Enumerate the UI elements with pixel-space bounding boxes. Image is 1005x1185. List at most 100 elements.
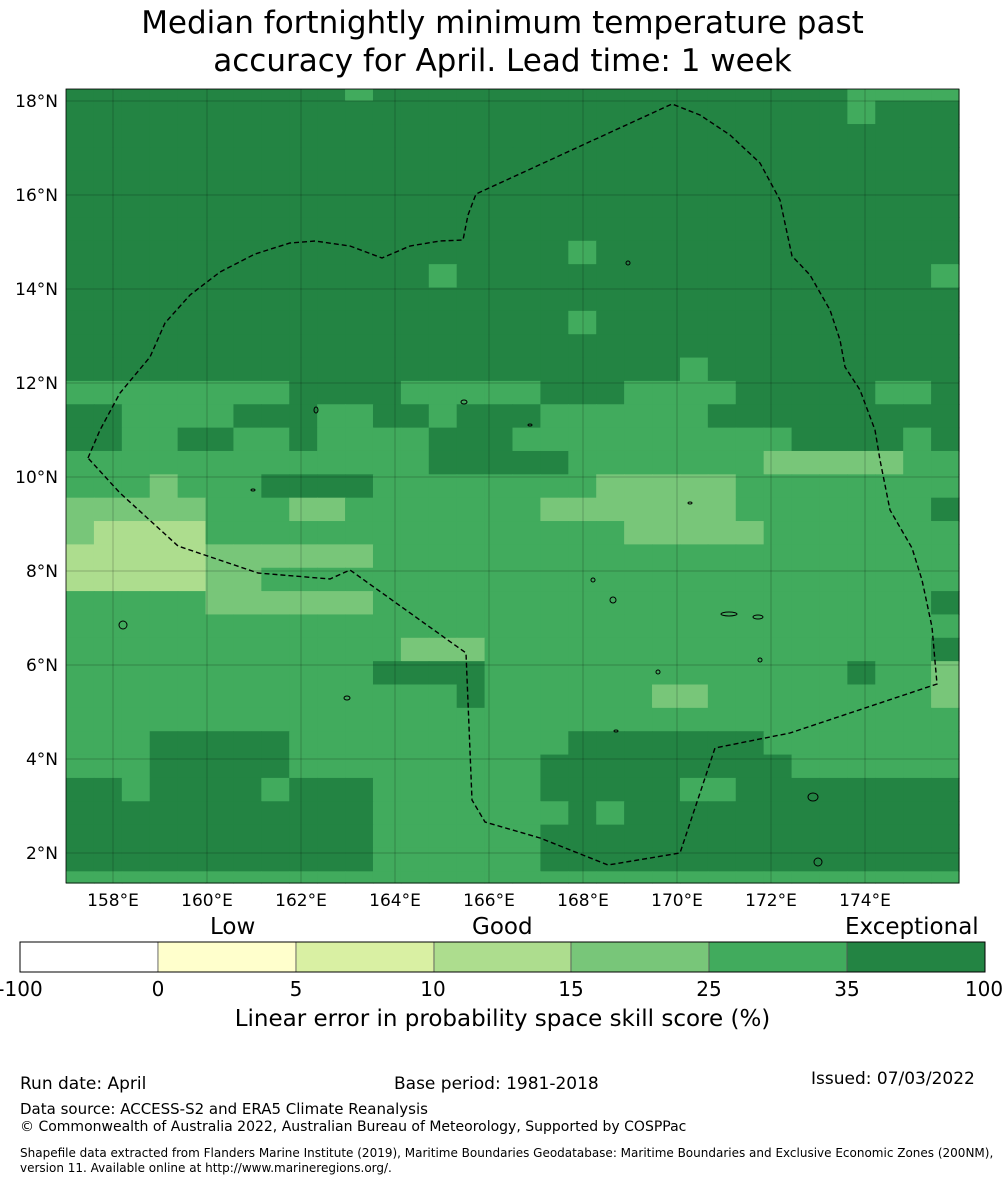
grid-cell (875, 404, 904, 429)
grid-cell (791, 824, 821, 849)
grid-cell (847, 661, 876, 686)
grid-cell (540, 731, 569, 756)
grid-cell (819, 380, 848, 405)
grid-cell (400, 89, 430, 102)
colorbar-label: Linear error in probability space skill … (234, 1006, 771, 1032)
grid-cell (484, 614, 514, 639)
grid-cell (540, 754, 569, 779)
grid-cell (512, 124, 542, 148)
grid-cell (93, 614, 123, 639)
grid-cell (540, 124, 569, 148)
grid-cell (512, 450, 542, 475)
grid-cell (233, 147, 262, 172)
grid-cell (512, 310, 542, 335)
grid-cell (66, 404, 95, 429)
grid-cell (568, 89, 597, 102)
grid-cell (484, 147, 514, 172)
grid-cell (428, 147, 458, 172)
grid-cell (177, 170, 207, 195)
grid-cell (205, 801, 235, 826)
grid-cell (679, 89, 709, 102)
grid-cell (93, 404, 123, 429)
grid-cell (512, 170, 542, 195)
grid-cell (484, 754, 514, 779)
grid-cell (456, 124, 486, 148)
grid-cell (735, 777, 765, 802)
grid-cell (735, 521, 765, 545)
grid-cell (233, 591, 262, 616)
grid-cell (400, 497, 430, 522)
grid-cell (707, 357, 737, 382)
grid-cell (261, 147, 290, 172)
grid-cell (205, 404, 235, 429)
grid-cell (484, 334, 514, 359)
grid-cell (512, 194, 542, 219)
grid-cell (400, 661, 430, 686)
grid-cell (707, 777, 737, 802)
grid-cell (149, 567, 179, 592)
grid-cell (652, 567, 681, 592)
grid-cell (540, 89, 569, 102)
grid-cell (819, 334, 848, 359)
grid-cell (791, 474, 821, 499)
grid-cell (568, 264, 597, 289)
grid-cell (679, 194, 709, 219)
grid-cell (289, 707, 318, 732)
grid-cell (177, 89, 207, 102)
grid-cell (428, 310, 458, 335)
grid-cell (205, 217, 235, 242)
grid-cell (233, 847, 262, 872)
grid-cell (121, 357, 151, 382)
grid-cell (121, 194, 151, 219)
grid-cell (177, 474, 207, 499)
grid-cell (596, 287, 625, 312)
grid-cell (512, 334, 542, 359)
grid-cell (679, 170, 709, 195)
grid-cell (372, 497, 402, 522)
grid-cell (735, 264, 765, 289)
grid-cell (791, 287, 821, 312)
grid-cell (652, 754, 681, 779)
grid-cell (121, 124, 151, 148)
grid-cell (372, 310, 402, 335)
grid-cell (289, 847, 318, 872)
grid-cell (484, 661, 514, 686)
grid-cell (66, 450, 95, 475)
grid-cell (931, 684, 960, 709)
grid-cell (707, 474, 737, 499)
grid-cell (763, 357, 793, 382)
colorbar-segment (570, 941, 710, 973)
grid-cell (484, 871, 514, 884)
grid-cell (624, 264, 653, 289)
latitude-tick-label: 14°N (15, 280, 58, 300)
grid-cell (456, 240, 486, 265)
grid-cell (679, 497, 709, 522)
grid-cell (289, 824, 318, 849)
grid-cell (763, 824, 793, 849)
grid-cell (512, 427, 542, 452)
grid-cell (735, 427, 765, 452)
grid-cell (707, 380, 737, 405)
grid-cell (819, 194, 848, 219)
grid-cell (345, 217, 374, 242)
grid-cell (847, 474, 876, 499)
grid-cell (233, 824, 262, 849)
grid-cell (289, 567, 318, 592)
grid-cell (903, 380, 932, 405)
grid-cell (484, 497, 514, 522)
grid-cell (289, 124, 318, 148)
grid-cell (735, 194, 765, 219)
grid-cell (261, 637, 290, 662)
grid-cell (289, 474, 318, 499)
grid-cell (317, 591, 346, 616)
grid-cell (456, 264, 486, 289)
shapefile-credit-line-2: version 11. Available online at http://w… (20, 1161, 392, 1175)
grid-cell (372, 614, 402, 639)
grid-cell (652, 731, 681, 756)
grid-cell (149, 614, 179, 639)
grid-cell (763, 100, 793, 125)
grid-cell (149, 777, 179, 802)
grid-cell (540, 847, 569, 872)
grid-cell (456, 544, 486, 569)
grid-cell (428, 801, 458, 826)
